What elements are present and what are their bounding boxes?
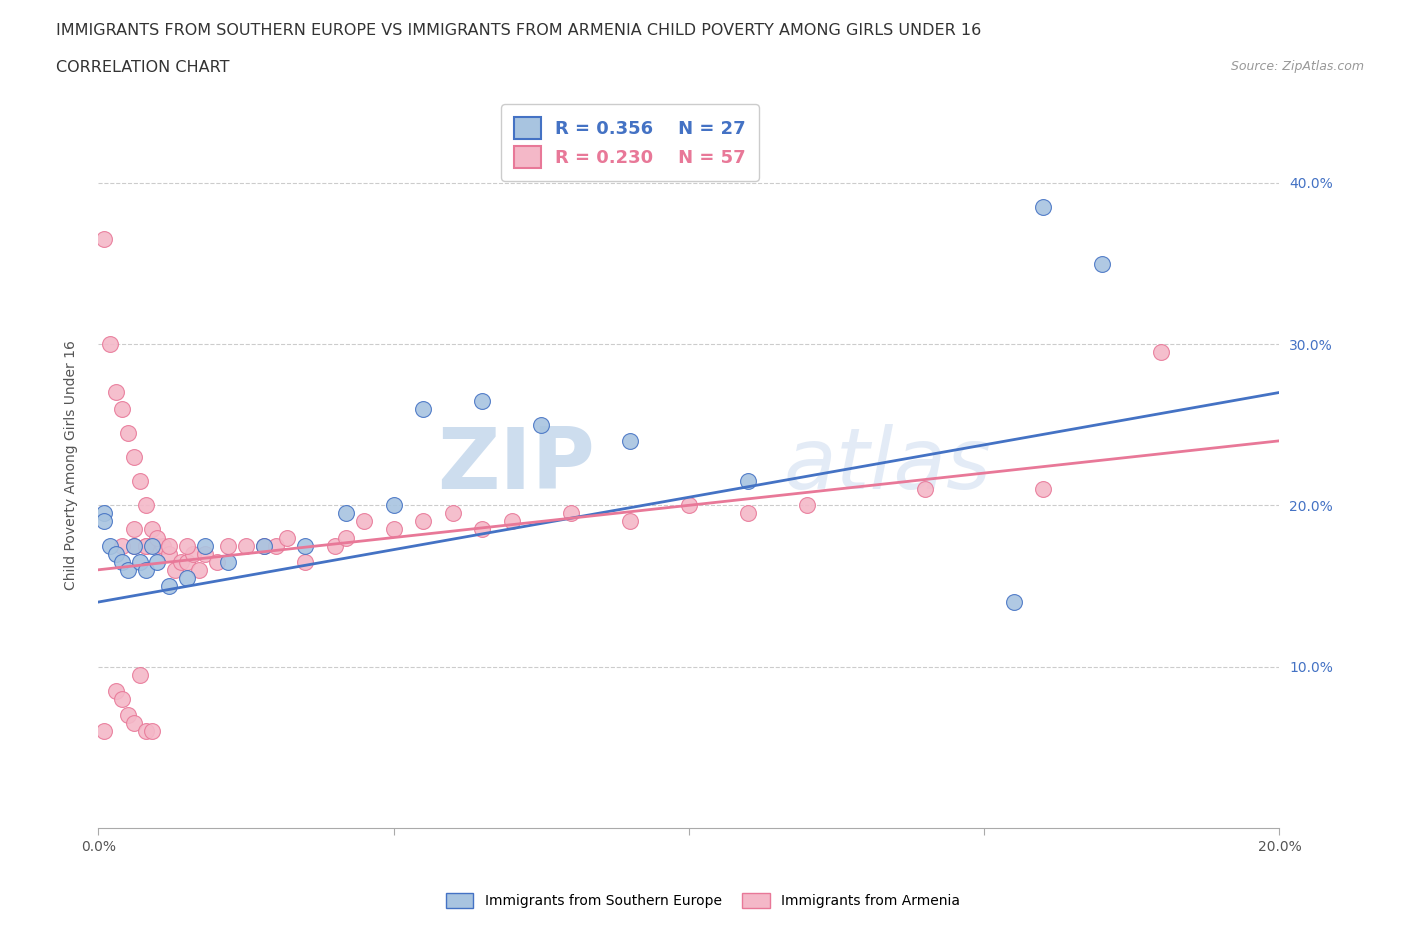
Point: [117, 425, 139, 440]
Point: [530, 418, 553, 432]
Point: [194, 538, 217, 553]
Point: [117, 708, 139, 723]
Point: [93, 506, 115, 521]
Point: [619, 514, 641, 529]
Point: [176, 570, 198, 585]
Point: [135, 498, 157, 512]
Point: [412, 401, 434, 416]
Point: [294, 554, 316, 569]
Legend: Immigrants from Southern Europe, Immigrants from Armenia: Immigrants from Southern Europe, Immigra…: [440, 888, 966, 914]
Text: IMMIGRANTS FROM SOUTHERN EUROPE VS IMMIGRANTS FROM ARMENIA CHILD POVERTY AMONG G: IMMIGRANTS FROM SOUTHERN EUROPE VS IMMIG…: [56, 23, 981, 38]
Point: [471, 393, 494, 408]
Point: [152, 538, 174, 553]
Point: [141, 522, 163, 537]
Point: [276, 530, 298, 545]
Point: [122, 522, 145, 537]
Point: [157, 578, 180, 593]
Point: [737, 506, 759, 521]
Point: [111, 691, 134, 706]
Point: [1032, 482, 1054, 497]
Point: [1032, 200, 1054, 215]
Point: [678, 498, 700, 512]
Point: [187, 563, 209, 578]
Point: [141, 724, 163, 738]
Point: [146, 530, 169, 545]
Point: [105, 385, 128, 400]
Point: [914, 482, 936, 497]
Point: [111, 554, 134, 569]
Point: [1002, 594, 1025, 609]
Point: [135, 724, 157, 738]
Point: [264, 538, 287, 553]
Text: atlas: atlas: [783, 423, 991, 507]
Point: [111, 538, 134, 553]
Point: [111, 401, 134, 416]
Point: [93, 514, 115, 529]
Point: [135, 538, 157, 553]
Point: [93, 724, 115, 738]
Text: Source: ZipAtlas.com: Source: ZipAtlas.com: [1230, 60, 1364, 73]
Point: [353, 514, 375, 529]
Point: [253, 538, 276, 553]
Point: [117, 563, 139, 578]
Point: [128, 667, 150, 682]
Point: [737, 473, 759, 488]
Point: [501, 514, 523, 529]
Point: [93, 232, 115, 246]
Y-axis label: Child Poverty Among Girls Under 16: Child Poverty Among Girls Under 16: [63, 340, 77, 590]
Legend: R = 0.356    N = 27, R = 0.230    N = 57: R = 0.356 N = 27, R = 0.230 N = 57: [501, 104, 759, 180]
Point: [205, 554, 228, 569]
Point: [217, 554, 239, 569]
Point: [619, 433, 641, 448]
Point: [1091, 256, 1114, 271]
Point: [128, 554, 150, 569]
Point: [170, 554, 193, 569]
Point: [157, 546, 180, 561]
Point: [122, 538, 145, 553]
Point: [176, 554, 198, 569]
Text: CORRELATION CHART: CORRELATION CHART: [56, 60, 229, 75]
Point: [105, 546, 128, 561]
Point: [253, 538, 276, 553]
Point: [294, 538, 316, 553]
Point: [135, 563, 157, 578]
Point: [165, 563, 187, 578]
Point: [98, 538, 121, 553]
Point: [560, 506, 582, 521]
Point: [146, 554, 169, 569]
Point: [128, 473, 150, 488]
Point: [441, 506, 464, 521]
Point: [176, 538, 198, 553]
Point: [323, 538, 346, 553]
Point: [471, 522, 494, 537]
Point: [98, 337, 121, 352]
Point: [382, 498, 405, 512]
Point: [796, 498, 818, 512]
Text: ZIP: ZIP: [437, 423, 595, 507]
Point: [122, 449, 145, 464]
Point: [194, 546, 217, 561]
Point: [335, 506, 357, 521]
Point: [1150, 345, 1173, 360]
Point: [181, 546, 204, 561]
Point: [217, 538, 239, 553]
Point: [157, 538, 180, 553]
Point: [235, 538, 257, 553]
Point: [135, 538, 157, 553]
Point: [335, 530, 357, 545]
Point: [122, 538, 145, 553]
Point: [412, 514, 434, 529]
Point: [146, 538, 169, 553]
Point: [122, 715, 145, 730]
Point: [105, 684, 128, 698]
Point: [141, 538, 163, 553]
Point: [382, 522, 405, 537]
